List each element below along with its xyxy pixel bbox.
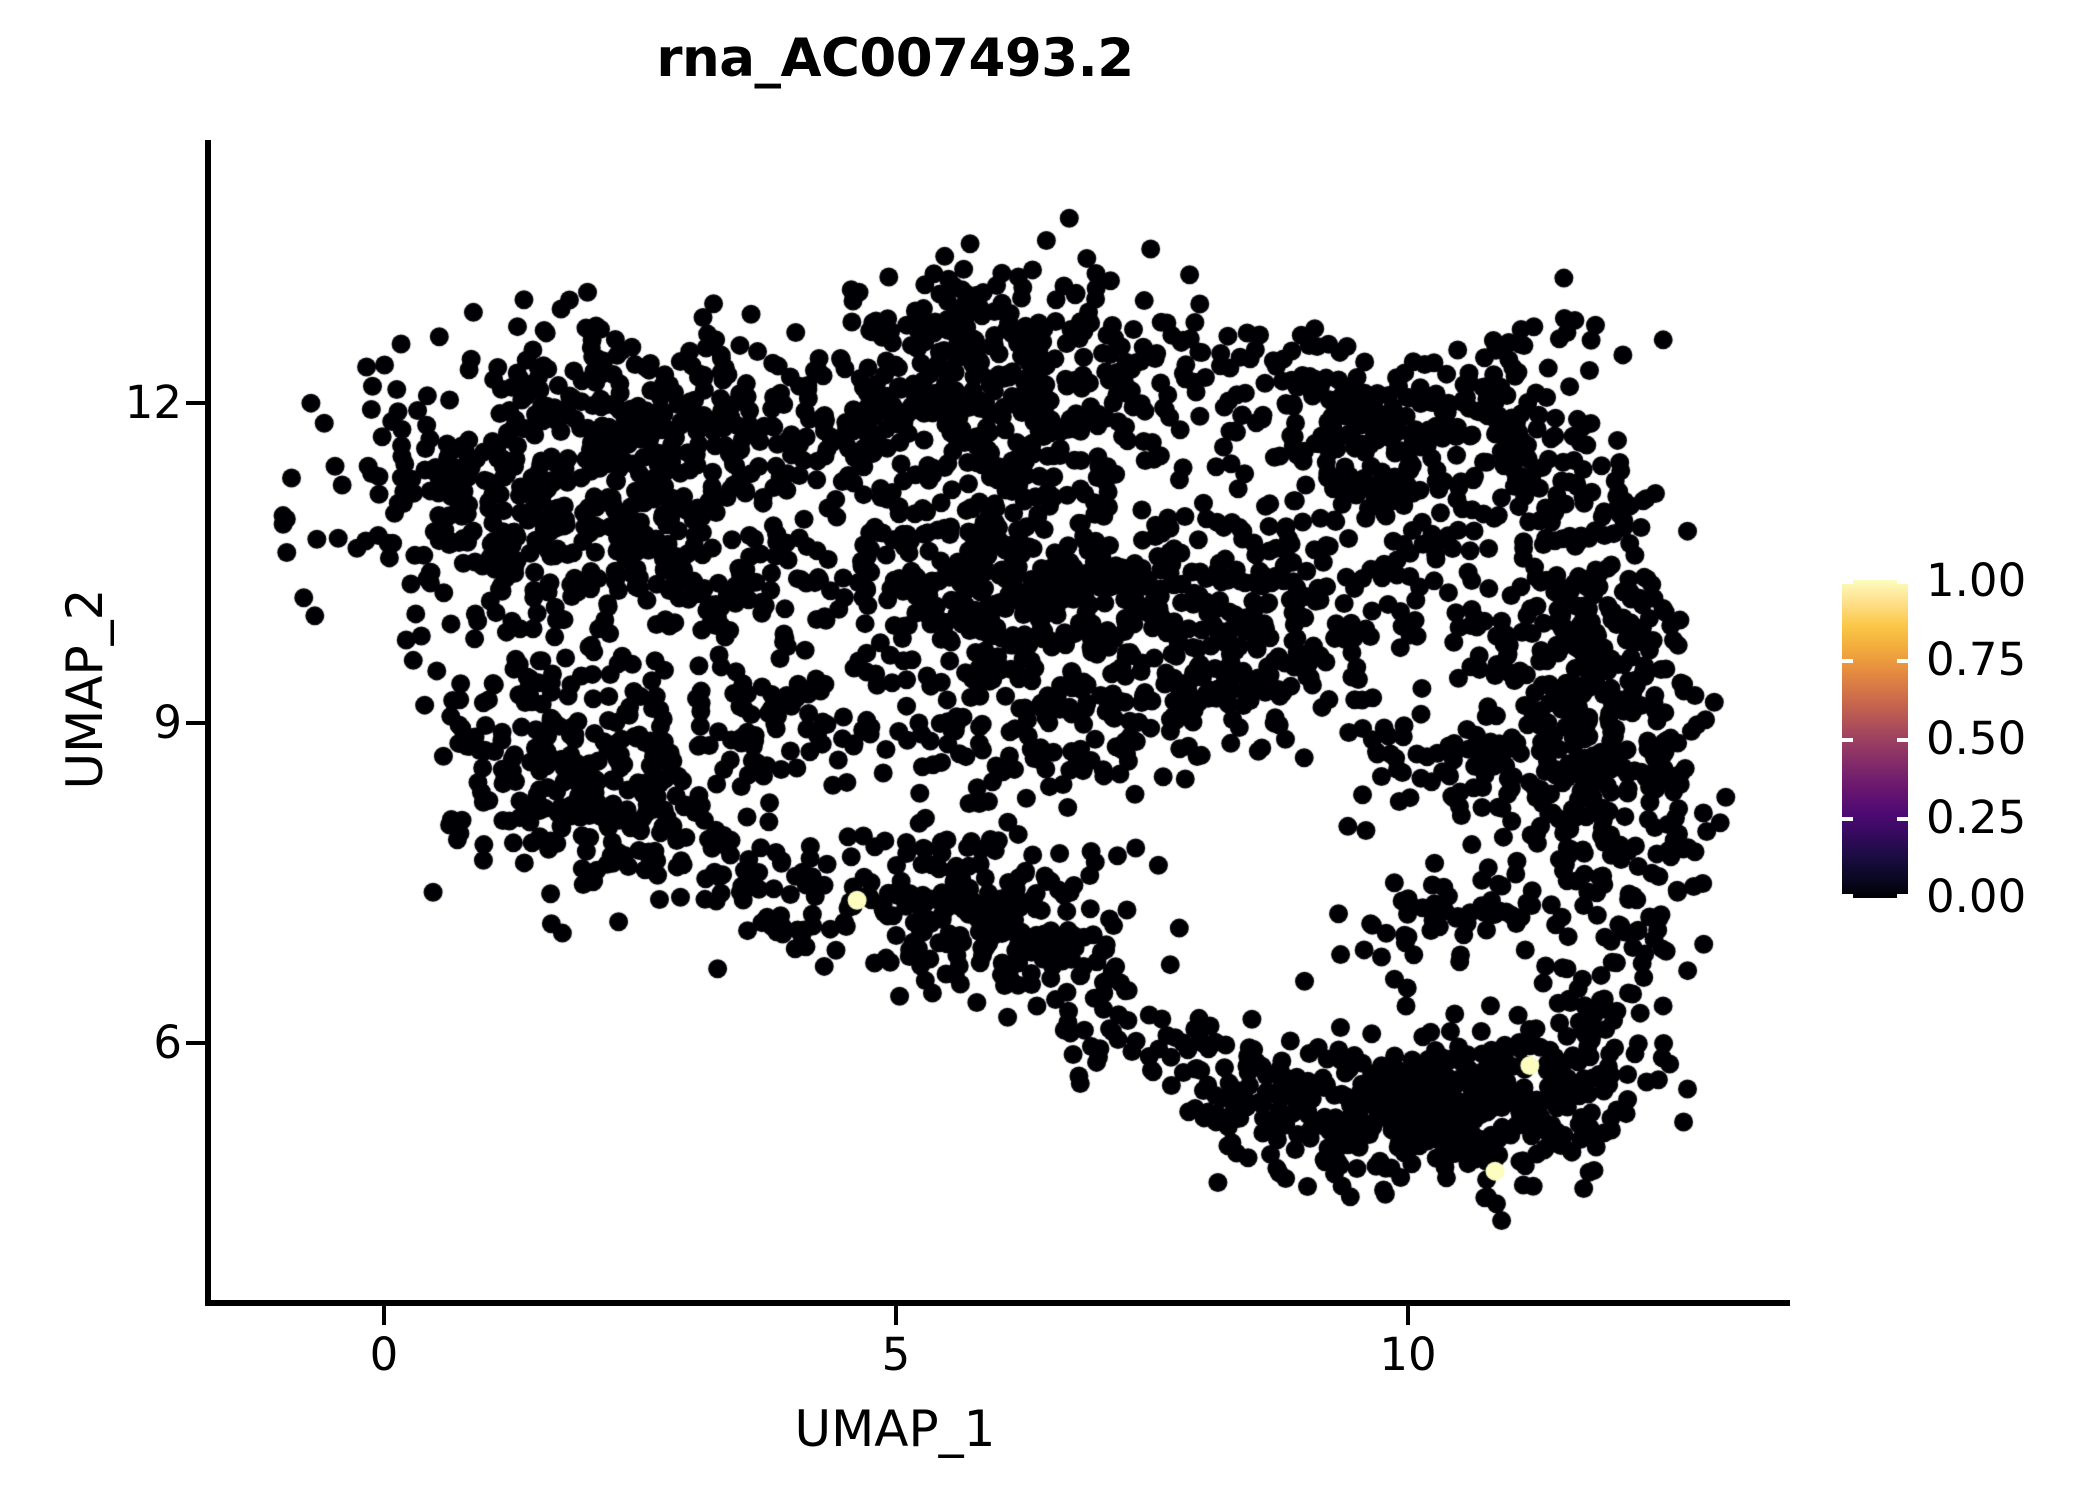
- colorbar-label-0.25: 0.25: [1926, 791, 2027, 844]
- colorbar-tick-0.50-r: [1897, 738, 1908, 742]
- colorbar-tick-0.25-r: [1897, 817, 1908, 821]
- colorbar-tick-1.00: [1842, 580, 1853, 584]
- x-tick-mark-5: [894, 1306, 898, 1325]
- colorbar-tick-0.50: [1842, 738, 1853, 742]
- x-tick-mark-0: [382, 1306, 386, 1325]
- y-tick-label-9: 9: [153, 696, 182, 749]
- y-axis-spine: [205, 140, 211, 1306]
- x-tick-label-10: 10: [1379, 1328, 1437, 1381]
- colorbar-tick-0.75: [1842, 659, 1853, 663]
- colorbar-label-0.00: 0.00: [1926, 870, 2027, 923]
- colorbar-tick-1.00-r: [1897, 580, 1908, 584]
- x-axis-label: UMAP_1: [794, 1400, 996, 1458]
- y-tick-label-6: 6: [153, 1016, 182, 1069]
- scatter-points-layer: [210, 140, 1790, 1303]
- colorbar-tick-0.25: [1842, 817, 1853, 821]
- page-title: rna_AC007493.2: [656, 28, 1134, 89]
- colorbar-label-1.00: 1.00: [1926, 554, 2027, 607]
- plot-area: [210, 140, 1790, 1303]
- x-axis-spine: [205, 1300, 1790, 1306]
- y-tick-label-12: 12: [124, 376, 182, 429]
- y-tick-mark-9: [186, 721, 205, 725]
- colorbar-label-0.50: 0.50: [1926, 712, 2027, 765]
- y-tick-mark-12: [186, 401, 205, 405]
- colorbar-label-0.75: 0.75: [1926, 633, 2027, 686]
- y-axis-label: UMAP_2: [56, 588, 114, 790]
- colorbar-tick-0.00: [1842, 894, 1853, 898]
- colorbar-tick-0.00-r: [1897, 894, 1908, 898]
- colorbar: 1.00 0.75 0.50 0.25 0.00: [1842, 558, 2092, 919]
- colorbar-tick-0.75-r: [1897, 659, 1908, 663]
- x-tick-label-5: 5: [881, 1328, 911, 1381]
- x-tick-label-0: 0: [369, 1328, 399, 1381]
- x-tick-mark-10: [1406, 1306, 1410, 1325]
- y-tick-mark-6: [186, 1041, 205, 1045]
